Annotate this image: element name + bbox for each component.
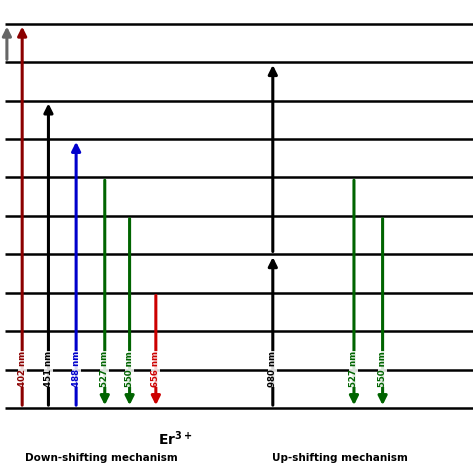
Text: 527 nm: 527 nm bbox=[349, 351, 358, 387]
Text: Down-shifting mechanism: Down-shifting mechanism bbox=[25, 453, 177, 463]
Text: 527 nm: 527 nm bbox=[100, 351, 109, 387]
Text: 550 nm: 550 nm bbox=[125, 351, 134, 387]
Text: 550 nm: 550 nm bbox=[378, 351, 387, 387]
Text: 656 nm: 656 nm bbox=[151, 351, 160, 387]
Text: 980 nm: 980 nm bbox=[268, 351, 277, 387]
Text: Up-shifting mechanism: Up-shifting mechanism bbox=[272, 453, 408, 463]
Text: $\mathbf{Er^{3+}}$: $\mathbf{Er^{3+}}$ bbox=[158, 429, 192, 448]
Text: 451 nm: 451 nm bbox=[44, 351, 53, 387]
Text: 488 nm: 488 nm bbox=[72, 351, 81, 387]
Text: 402 nm: 402 nm bbox=[18, 351, 27, 387]
